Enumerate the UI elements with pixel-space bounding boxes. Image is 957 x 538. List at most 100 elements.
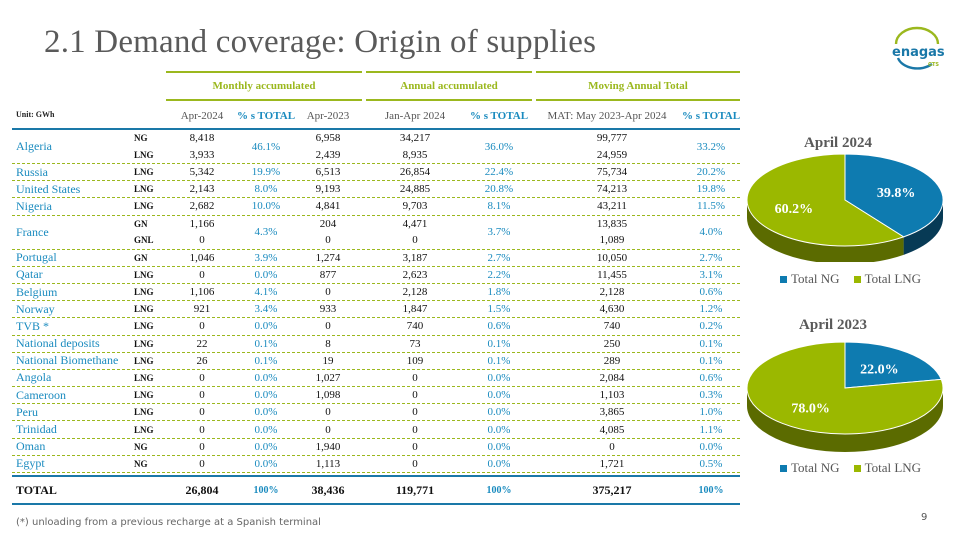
cell-apr2024: 1,166 0 <box>162 216 242 249</box>
cell-value: 8,418 <box>189 132 215 145</box>
pie-slice-side-lng <box>747 200 904 262</box>
gas-type: NG <box>134 458 148 469</box>
cell-pct_mat: 0.2% <box>699 320 723 333</box>
cell-janapr2024: 24,885 <box>366 181 464 197</box>
cell-value: 740 <box>406 320 424 333</box>
cell-janapr2024: 26,854 <box>366 164 464 180</box>
cell-value: 11,455 <box>597 268 627 281</box>
table-row: France GN GNL 1,166 0 4.3% 204 0 4,471 0 3.7% 13,83… <box>12 216 740 250</box>
cell-janapr2024: 3,187 <box>366 250 464 266</box>
cell-pct_annual: 0.0% <box>487 423 511 436</box>
legend-item-ng: Total NG <box>780 271 840 287</box>
cell-value: 4,085 <box>599 423 625 436</box>
cell-pct_month: 46.1% <box>251 140 281 153</box>
cell-apr2024: 0 <box>162 404 242 420</box>
cell-value: 9,193 <box>315 183 341 196</box>
cell-apr2023: 0 <box>292 404 364 420</box>
pie-data-label-ng: 39.8% <box>877 186 916 201</box>
row-name: Belgium <box>16 284 58 299</box>
table-row: Belgium LNG 1,106 4.1% 0 2,128 1.8% 2,128 0.6% <box>12 284 740 302</box>
cell-apr2023: 4,841 <box>292 198 364 214</box>
cell-mat: 0 <box>537 439 687 455</box>
cell-pct_month: 3.9% <box>254 251 278 264</box>
cell-mat: 75,734 <box>537 164 687 180</box>
cell-apr2023: 1,274 <box>292 250 364 266</box>
gas-type: LNG <box>134 390 154 401</box>
total-mat: 375,217 <box>592 482 632 497</box>
row-gas-type: LNG <box>134 421 164 437</box>
cell-apr2023: 0 <box>292 421 364 437</box>
cell-mat: 1,103 <box>537 387 687 403</box>
cell-apr2024: 0 <box>162 267 242 283</box>
gas-type: LNG <box>134 201 154 212</box>
cell-pct_mat: 20.2% <box>696 166 726 179</box>
cell-pct_mat: 1.2% <box>699 303 723 316</box>
footnote: (*) unloading from a previous recharge a… <box>16 517 321 528</box>
cell-mat: 13,835 1,089 <box>537 216 687 249</box>
cell-apr2023: 933 <box>292 301 364 317</box>
cell-pct_annual: 0.0% <box>487 371 511 384</box>
row-name: National deposits <box>16 336 100 351</box>
row-name: Algeria <box>16 139 52 153</box>
cell-janapr2024: 2,623 <box>366 267 464 283</box>
cell-pct_mat: 0.1% <box>699 337 723 350</box>
cell-mat: 289 <box>537 353 687 369</box>
total-apr2024: 26,804 <box>185 482 219 497</box>
table-row: Portugal GN 1,046 3.9% 1,274 3,187 2.7% 10,050 2… <box>12 250 740 267</box>
cell-pct_annual: 0.0% <box>487 389 511 402</box>
cell-apr2024: 0 <box>162 370 242 386</box>
row-gas-type: LNG <box>134 267 164 283</box>
legend-item-lng: Total LNG <box>853 271 921 287</box>
cell-value: 24,959 <box>596 148 628 161</box>
cell-value: 204 <box>319 217 337 230</box>
gas-type: GN <box>134 252 148 263</box>
cell-value: 250 <box>603 337 621 350</box>
cell-pct_annual: 2.2% <box>487 268 511 281</box>
legend-label-ng: Total NG <box>791 271 840 286</box>
cell-value: 0 <box>199 234 205 247</box>
table-row: United States LNG 2,143 8.0% 9,193 24,885 20.8… <box>12 181 740 199</box>
cell-value: 0 <box>199 423 205 436</box>
row-gas-type: LNG <box>134 164 164 180</box>
cell-value: 1,274 <box>315 251 341 264</box>
cell-pct_mat: 0.0% <box>699 440 723 453</box>
cell-apr2023: 1,027 <box>292 370 364 386</box>
cell-value: 8 <box>325 337 331 350</box>
cell-value: 43,211 <box>597 200 627 213</box>
cell-apr2023: 0 <box>292 318 364 334</box>
cell-apr2023: 204 0 <box>292 216 364 249</box>
cell-janapr2024: 34,217 8,935 <box>366 130 464 163</box>
cell-janapr2024: 109 <box>366 353 464 369</box>
cell-apr2024: 26 <box>162 353 242 369</box>
table-row: Cameroon LNG 0 0.0% 1,098 0 0.0% 1,103 0.3% <box>12 387 740 405</box>
gas-type: NG <box>134 441 148 452</box>
cell-value: 2,439 <box>315 148 341 161</box>
cell-apr2023: 9,193 <box>292 181 364 197</box>
pie-title-2024: April 2024 <box>804 135 872 151</box>
col-header-apr2024: Apr-2024 <box>180 109 224 122</box>
legend-swatch-ng <box>780 464 787 472</box>
row-gas-type: LNG <box>134 318 164 334</box>
row-name: TVB * <box>16 318 49 333</box>
cell-value: 4,630 <box>599 303 625 316</box>
cell-value: 109 <box>406 354 424 367</box>
cell-apr2024: 22 <box>162 336 242 352</box>
col-header-pct-mat: % s TOTAL <box>681 109 741 122</box>
table-row: Trinidad LNG 0 0.0% 0 0 0.0% 4,085 1.1% <box>12 421 740 439</box>
cell-pct_mat: 1.1% <box>699 423 723 436</box>
cell-pct_annual: 1.5% <box>487 303 511 316</box>
total-row: TOTAL 26,804 100% 38,436 119,771 100% 37… <box>12 475 740 505</box>
pie-slice-side-lng <box>747 388 943 452</box>
cell-value: 10,050 <box>596 251 628 264</box>
cell-mat: 4,630 <box>537 301 687 317</box>
cell-value: 2,128 <box>402 286 428 299</box>
pie-title-2023: April 2023 <box>799 317 867 333</box>
cell-value: 0 <box>609 440 615 453</box>
unit-label: Unit: GWh <box>16 110 55 119</box>
cell-pct_annual: 20.8% <box>484 183 514 196</box>
gas-type: LNG <box>134 149 154 160</box>
row-gas-type: NG LNG <box>134 130 164 163</box>
row-gas-type: LNG <box>134 336 164 352</box>
cell-pct_mat: 1.0% <box>699 406 723 419</box>
cell-value: 13,835 <box>596 217 628 230</box>
